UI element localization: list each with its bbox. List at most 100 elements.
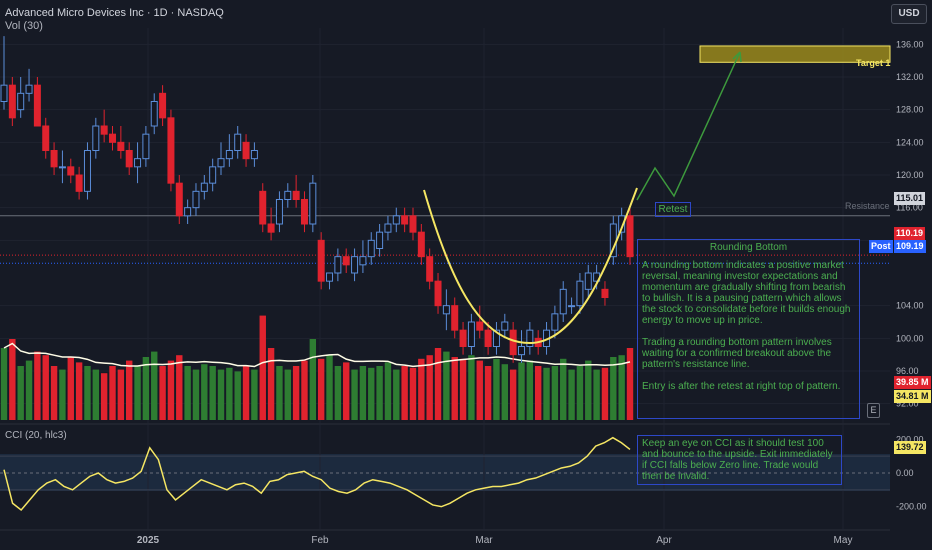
candle-body [284, 190, 292, 200]
candle-body [334, 256, 342, 274]
symbol-title: Advanced Micro Devices Inc · 1D · NASDAQ [5, 7, 224, 19]
volume-bar [626, 348, 634, 420]
price-tick-label: 120.00 [896, 170, 924, 180]
candle-body [309, 182, 317, 225]
candle [501, 313, 509, 339]
candle-body [209, 166, 217, 184]
volume-bar [568, 369, 575, 420]
cci-line [3, 436, 631, 512]
currency-button[interactable]: USD [891, 4, 927, 24]
volume-bar [459, 358, 467, 420]
candle [559, 281, 567, 322]
volume-bar [401, 366, 408, 420]
volume-bar [526, 360, 534, 420]
candle-body [67, 166, 75, 176]
volume-bar [59, 369, 66, 420]
candle [342, 248, 350, 273]
candle-body [217, 158, 225, 168]
candle-body [200, 182, 208, 192]
candle-body [317, 239, 325, 282]
candle-body [517, 346, 525, 356]
candle [401, 207, 409, 233]
candle-body [8, 84, 16, 119]
volume-bar [142, 357, 150, 420]
candle [67, 158, 75, 184]
candle-body [568, 305, 576, 308]
volume-bar [618, 355, 625, 420]
post-market-label: Post [869, 240, 893, 253]
candle-body [50, 150, 58, 168]
candle [117, 126, 125, 159]
candle-body [134, 158, 142, 168]
volume-bar [426, 355, 433, 420]
candle-body [100, 125, 108, 135]
candle-body [492, 329, 500, 347]
candle-body [559, 288, 567, 315]
volume-bar [484, 366, 492, 420]
candle [568, 297, 576, 314]
volume-bar [576, 366, 584, 420]
events-icon[interactable]: E [867, 403, 880, 418]
candle-body [92, 125, 100, 151]
cci-tick-label: 0.00 [896, 468, 914, 478]
candle [275, 191, 283, 233]
candle-body [242, 141, 250, 160]
target-zone [699, 45, 891, 63]
volume-bar [443, 351, 450, 420]
candle-body [275, 199, 283, 225]
candle [159, 85, 167, 126]
candle-body [576, 280, 584, 307]
candle [33, 77, 41, 127]
rounding-bottom-curve [423, 187, 638, 345]
volume-bar [209, 366, 216, 420]
volume-bar [610, 357, 617, 420]
cci-indicator-label: CCI (20, hlc3) [5, 430, 67, 441]
volume-bar [393, 369, 400, 420]
candle-body [175, 182, 183, 217]
volume-bar [159, 366, 166, 420]
volume-bar [593, 369, 600, 420]
candle [259, 183, 267, 233]
candle [184, 199, 192, 224]
volume-bar [317, 358, 325, 420]
volume-bar [326, 355, 333, 420]
candle-body [17, 92, 25, 111]
price-tick-label: 96.00 [896, 366, 919, 376]
candle [0, 36, 8, 110]
volume-bar [201, 364, 208, 420]
candle [601, 281, 609, 306]
price-tick-label: 124.00 [896, 137, 924, 147]
candle [192, 183, 200, 216]
candle [225, 134, 233, 167]
volume-bar [468, 355, 475, 420]
volume-bar [418, 358, 425, 420]
candle [75, 166, 83, 200]
rounding-bottom-title: Rounding Bottom [709, 242, 788, 253]
volume-bar [601, 367, 609, 420]
volume-bar [334, 366, 342, 420]
candle [300, 191, 308, 233]
time-tick-label: Apr [656, 535, 672, 546]
target-label: Target 1 [856, 58, 891, 68]
volume-bar [242, 366, 250, 420]
candle-body [192, 190, 200, 209]
volume-bar [126, 360, 133, 420]
candle-body [326, 272, 334, 282]
candle [442, 289, 450, 331]
candle [317, 232, 325, 290]
volume-tag: 39.85 M [894, 376, 931, 389]
candle [242, 134, 250, 167]
candle [134, 142, 142, 184]
volume-bar [560, 358, 567, 420]
volume-bar [251, 369, 258, 420]
volume-bar [534, 366, 542, 420]
candle-body [342, 256, 350, 266]
candle [517, 330, 525, 363]
candle-body [75, 174, 83, 192]
candle-body [526, 329, 534, 347]
candle-body [58, 166, 66, 169]
candle [409, 207, 417, 241]
candle-body [109, 133, 117, 143]
candle-body [551, 313, 559, 331]
